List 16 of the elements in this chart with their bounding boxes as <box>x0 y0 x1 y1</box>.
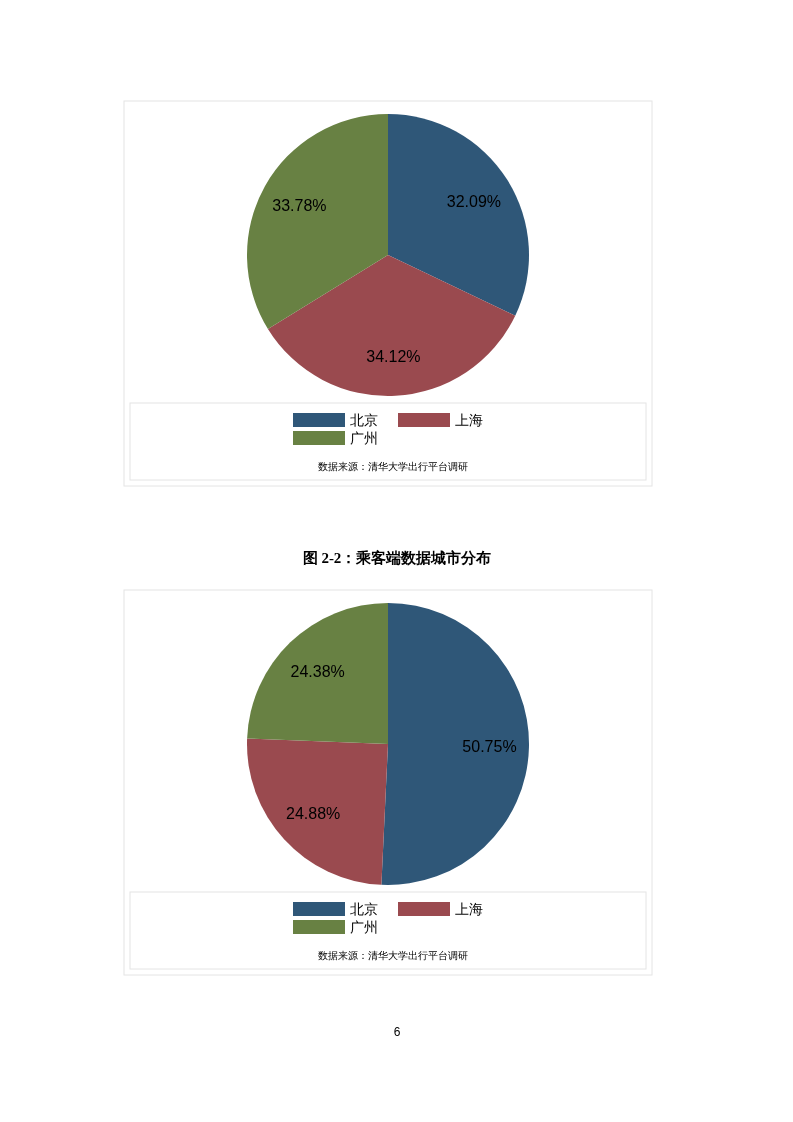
data-label: 34.12% <box>366 348 421 366</box>
legend-label: 广州 <box>350 431 378 446</box>
data-label: 33.78% <box>272 197 327 215</box>
data-label: 24.88% <box>286 804 341 822</box>
source-note: 数据来源：清华大学出行平台调研 <box>318 950 468 961</box>
legend-label: 广州 <box>350 920 378 935</box>
source-note: 数据来源：清华大学出行平台调研 <box>318 461 468 472</box>
legend-label: 北京 <box>350 413 378 428</box>
data-label: 24.38% <box>290 662 345 680</box>
chart-title: 图 2-2：乘客端数据城市分布 <box>302 549 492 566</box>
legend-label: 北京 <box>350 902 378 917</box>
legend-label: 上海 <box>455 413 483 428</box>
legend-label: 上海 <box>455 902 483 917</box>
text: 6 <box>393 1025 401 1039</box>
data-label: 32.09% <box>446 192 502 210</box>
data-label: 50.75% <box>462 738 517 756</box>
